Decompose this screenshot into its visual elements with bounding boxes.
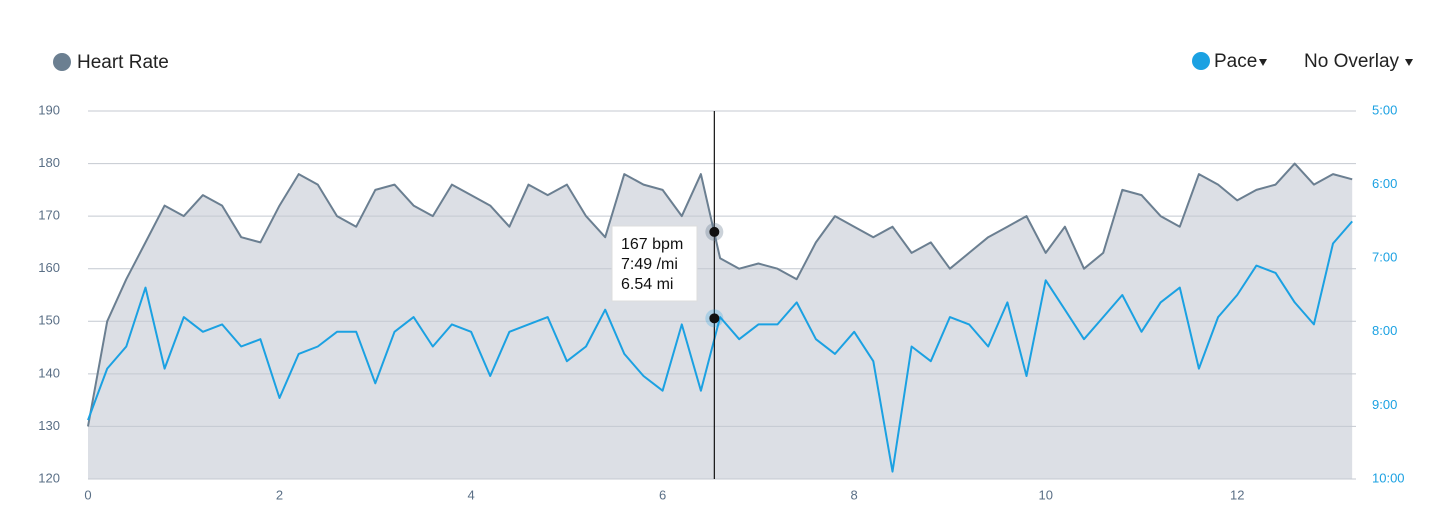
y-tick-label: 150 xyxy=(38,313,60,328)
y-tick-label: 130 xyxy=(38,418,60,433)
cursor-point xyxy=(709,226,720,237)
x-tick-label: 8 xyxy=(851,487,858,502)
tooltip-line: 7:49 /mi xyxy=(621,256,678,273)
line xyxy=(87,162,1353,427)
y2-tick-label: 7:00 xyxy=(1372,250,1397,265)
tooltip: 167 bpm 7:49 /mi 6.54 mi xyxy=(611,225,698,302)
cursor-point xyxy=(709,313,720,324)
tooltip-line: 167 bpm xyxy=(621,236,683,253)
overlay-label[interactable]: No Overlay xyxy=(1304,51,1400,72)
y-tick-label: 190 xyxy=(38,102,60,117)
pace-dropdown[interactable]: Pace xyxy=(1192,51,1267,72)
x-tick-label: 12 xyxy=(1230,487,1244,502)
x-tick-label: 0 xyxy=(84,487,91,502)
x-tick-label: 2 xyxy=(276,487,283,502)
line xyxy=(87,220,1353,473)
tooltip-box xyxy=(611,225,698,302)
dropdown-arrow xyxy=(1259,59,1267,66)
legend-swatch xyxy=(1192,52,1210,70)
legend-heart-rate: Heart Rate xyxy=(53,52,169,73)
x-tick-label: 10 xyxy=(1038,487,1052,502)
y-tick-label: 140 xyxy=(38,365,60,380)
legend-label: Heart Rate xyxy=(77,52,169,73)
y2-tick-label: 9:00 xyxy=(1372,397,1397,412)
dropdown-arrow xyxy=(1405,59,1413,66)
y-tick-label: 180 xyxy=(38,155,60,170)
y2-tick-label: 10:00 xyxy=(1372,470,1405,485)
overlay-dropdown[interactable]: No Overlay xyxy=(1304,51,1413,72)
y2-tick-label: 8:00 xyxy=(1372,323,1397,338)
legend-label[interactable]: Pace xyxy=(1214,51,1257,72)
y-tick-label: 160 xyxy=(38,260,60,275)
tooltip-line: 6.54 mi xyxy=(621,276,673,293)
legend-swatch xyxy=(53,53,71,71)
y2-tick-label: 6:00 xyxy=(1372,176,1397,191)
y2-tick-label: 5:00 xyxy=(1372,102,1397,117)
x-tick-label: 4 xyxy=(467,487,474,502)
y-tick-label: 170 xyxy=(38,208,60,223)
y-tick-label: 120 xyxy=(38,470,60,485)
x-tick-label: 6 xyxy=(659,487,666,502)
